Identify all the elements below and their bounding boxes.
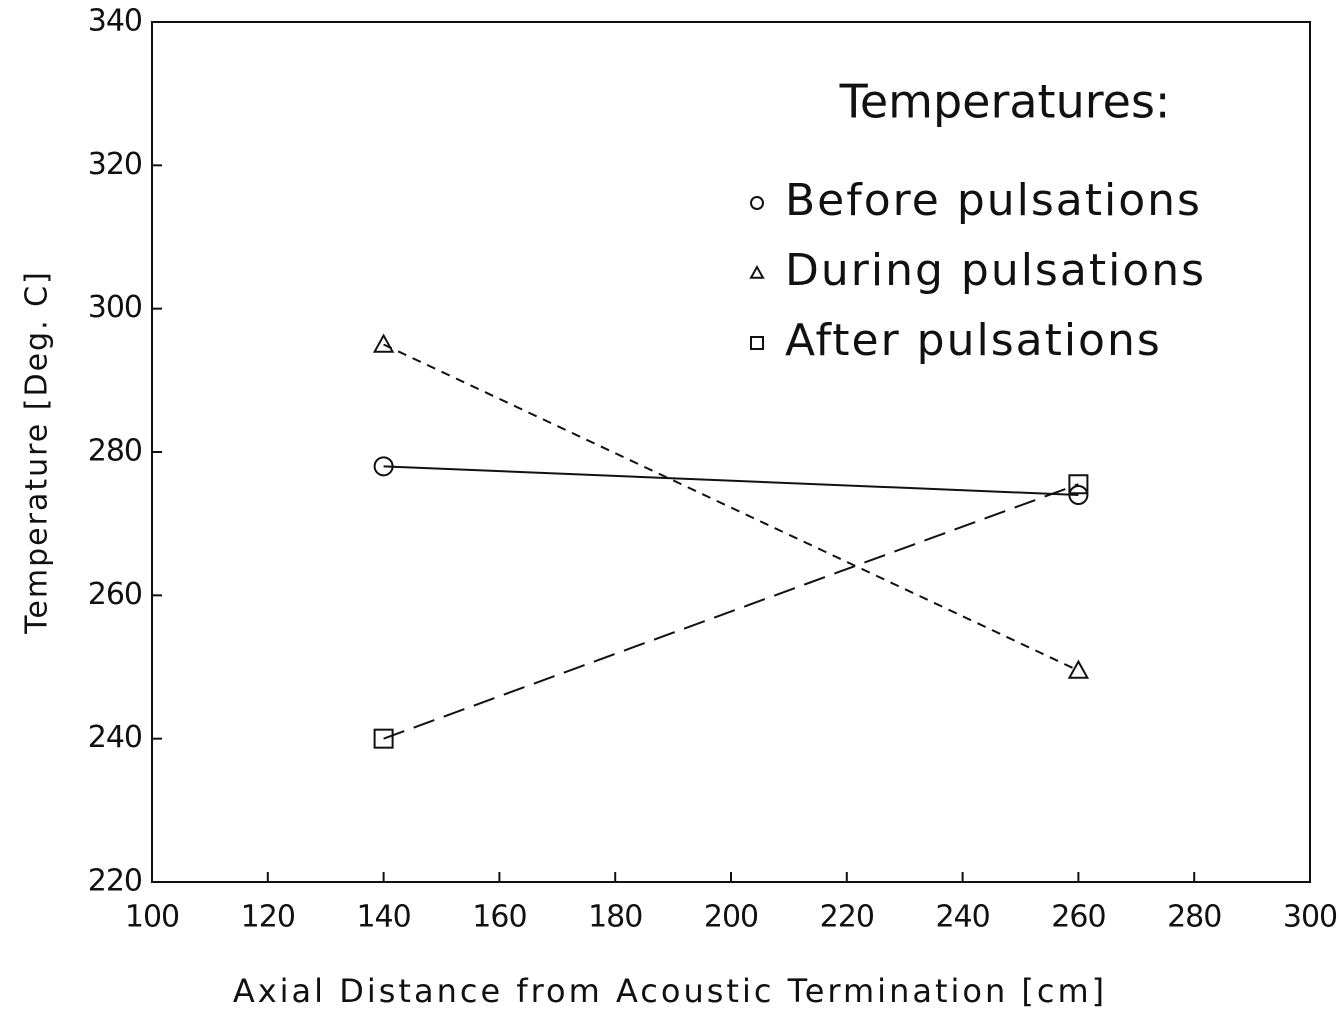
y-tick-label: 320 [88,147,142,182]
series-line [383,483,1079,740]
y-tick-label: 300 [88,290,142,325]
x-tick-label: 240 [935,900,989,935]
x-tick-label: 300 [1283,900,1337,935]
marker [750,336,764,350]
y-tick-label: 260 [88,577,142,612]
x-tick-label: 200 [704,900,758,935]
marker [750,196,764,210]
x-tick-label: 140 [356,900,410,935]
y-axis-label: Temperature [Deg. C] [20,270,55,635]
legend-label: During pulsations [785,245,1206,296]
marker [1068,474,1089,495]
series-line [383,465,1079,496]
x-tick-label: 280 [1167,900,1221,935]
marker [373,728,394,749]
x-tick-label: 220 [820,900,874,935]
x-axis-label: Axial Distance from Acoustic Termination… [233,972,1107,1009]
marker [1067,659,1090,679]
marker [749,264,765,279]
legend-label: Before pulsations [785,175,1202,226]
marker [1068,485,1089,505]
series-line [383,343,1079,672]
marker [372,333,395,353]
x-tick-label: 100 [125,900,179,935]
y-tick-label: 220 [88,864,142,899]
x-tick-label: 180 [588,900,642,935]
legend-label: After pulsations [785,315,1162,366]
x-tick-label: 260 [1051,900,1105,935]
y-tick-label: 340 [88,4,142,39]
x-tick-label: 120 [241,900,295,935]
y-tick-label: 240 [88,720,142,755]
legend-title: Temperatures: [839,75,1171,129]
y-tick-label: 280 [88,434,142,469]
marker [373,456,394,477]
x-tick-label: 160 [472,900,526,935]
plot-frame [151,21,1311,883]
